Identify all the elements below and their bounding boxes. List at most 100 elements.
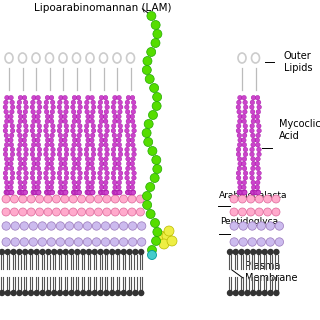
Circle shape	[255, 190, 259, 195]
Circle shape	[251, 190, 255, 194]
Circle shape	[257, 291, 261, 295]
Circle shape	[112, 109, 116, 114]
Circle shape	[126, 114, 131, 119]
Circle shape	[99, 166, 103, 171]
Circle shape	[72, 133, 76, 138]
Circle shape	[130, 185, 135, 189]
Circle shape	[236, 105, 241, 109]
Circle shape	[118, 176, 123, 180]
Circle shape	[99, 142, 103, 147]
Circle shape	[85, 109, 90, 114]
Circle shape	[64, 176, 69, 180]
Circle shape	[94, 195, 102, 203]
Circle shape	[69, 250, 74, 254]
Circle shape	[57, 171, 62, 175]
Circle shape	[138, 238, 146, 246]
Circle shape	[239, 222, 247, 230]
Circle shape	[10, 190, 14, 194]
Circle shape	[255, 138, 260, 142]
Circle shape	[121, 291, 126, 295]
Circle shape	[127, 250, 132, 254]
Circle shape	[51, 171, 55, 175]
Circle shape	[121, 250, 126, 254]
Circle shape	[50, 180, 54, 185]
Circle shape	[58, 190, 62, 195]
Circle shape	[242, 166, 247, 171]
Text: Lipoarabinomannan (LAM): Lipoarabinomannan (LAM)	[34, 3, 172, 13]
Circle shape	[112, 157, 117, 161]
Circle shape	[46, 190, 51, 195]
Circle shape	[90, 95, 94, 100]
Circle shape	[50, 190, 54, 194]
Circle shape	[250, 109, 255, 114]
Circle shape	[32, 114, 36, 119]
Circle shape	[63, 190, 68, 194]
Circle shape	[131, 166, 135, 171]
Circle shape	[5, 138, 10, 142]
Circle shape	[125, 124, 130, 128]
Circle shape	[17, 109, 22, 114]
Circle shape	[44, 128, 48, 133]
Circle shape	[17, 291, 22, 295]
Text: Outer
Lipids: Outer Lipids	[284, 51, 313, 73]
Circle shape	[91, 124, 96, 128]
Circle shape	[23, 100, 28, 105]
Circle shape	[50, 133, 54, 138]
Circle shape	[247, 195, 255, 203]
Circle shape	[124, 128, 129, 133]
Circle shape	[73, 190, 77, 195]
Circle shape	[36, 161, 40, 166]
Circle shape	[75, 250, 80, 254]
Circle shape	[61, 190, 65, 195]
Circle shape	[116, 161, 121, 166]
Circle shape	[152, 101, 161, 110]
Circle shape	[162, 231, 172, 241]
Circle shape	[36, 109, 41, 114]
Circle shape	[104, 133, 108, 138]
Circle shape	[99, 133, 103, 138]
Circle shape	[64, 152, 69, 156]
Circle shape	[61, 195, 69, 203]
Circle shape	[37, 176, 42, 180]
Circle shape	[22, 180, 27, 185]
Circle shape	[56, 222, 65, 230]
Circle shape	[64, 171, 69, 175]
Circle shape	[72, 119, 76, 124]
Circle shape	[10, 190, 14, 195]
Circle shape	[91, 128, 96, 133]
Circle shape	[9, 114, 13, 119]
Circle shape	[49, 95, 54, 100]
Circle shape	[94, 208, 102, 216]
Circle shape	[128, 190, 133, 195]
Circle shape	[243, 152, 248, 156]
Circle shape	[22, 119, 27, 124]
Circle shape	[18, 161, 23, 166]
Circle shape	[253, 190, 258, 195]
Circle shape	[23, 124, 28, 128]
Circle shape	[5, 95, 9, 100]
Circle shape	[51, 176, 55, 180]
Circle shape	[242, 157, 247, 161]
Circle shape	[72, 185, 77, 189]
Circle shape	[3, 128, 8, 133]
Circle shape	[57, 147, 62, 152]
Circle shape	[132, 147, 136, 152]
Circle shape	[118, 105, 123, 109]
Circle shape	[36, 157, 41, 161]
Circle shape	[236, 124, 241, 128]
Circle shape	[58, 166, 63, 171]
Circle shape	[86, 208, 94, 216]
Circle shape	[243, 190, 247, 194]
Circle shape	[49, 185, 54, 189]
Circle shape	[10, 100, 14, 105]
Circle shape	[20, 190, 25, 195]
Circle shape	[47, 222, 56, 230]
Circle shape	[257, 171, 261, 175]
Circle shape	[17, 171, 21, 175]
Circle shape	[266, 238, 275, 246]
Circle shape	[76, 119, 81, 124]
Circle shape	[18, 138, 23, 142]
Circle shape	[98, 176, 102, 180]
Circle shape	[31, 119, 36, 124]
Circle shape	[17, 147, 21, 152]
